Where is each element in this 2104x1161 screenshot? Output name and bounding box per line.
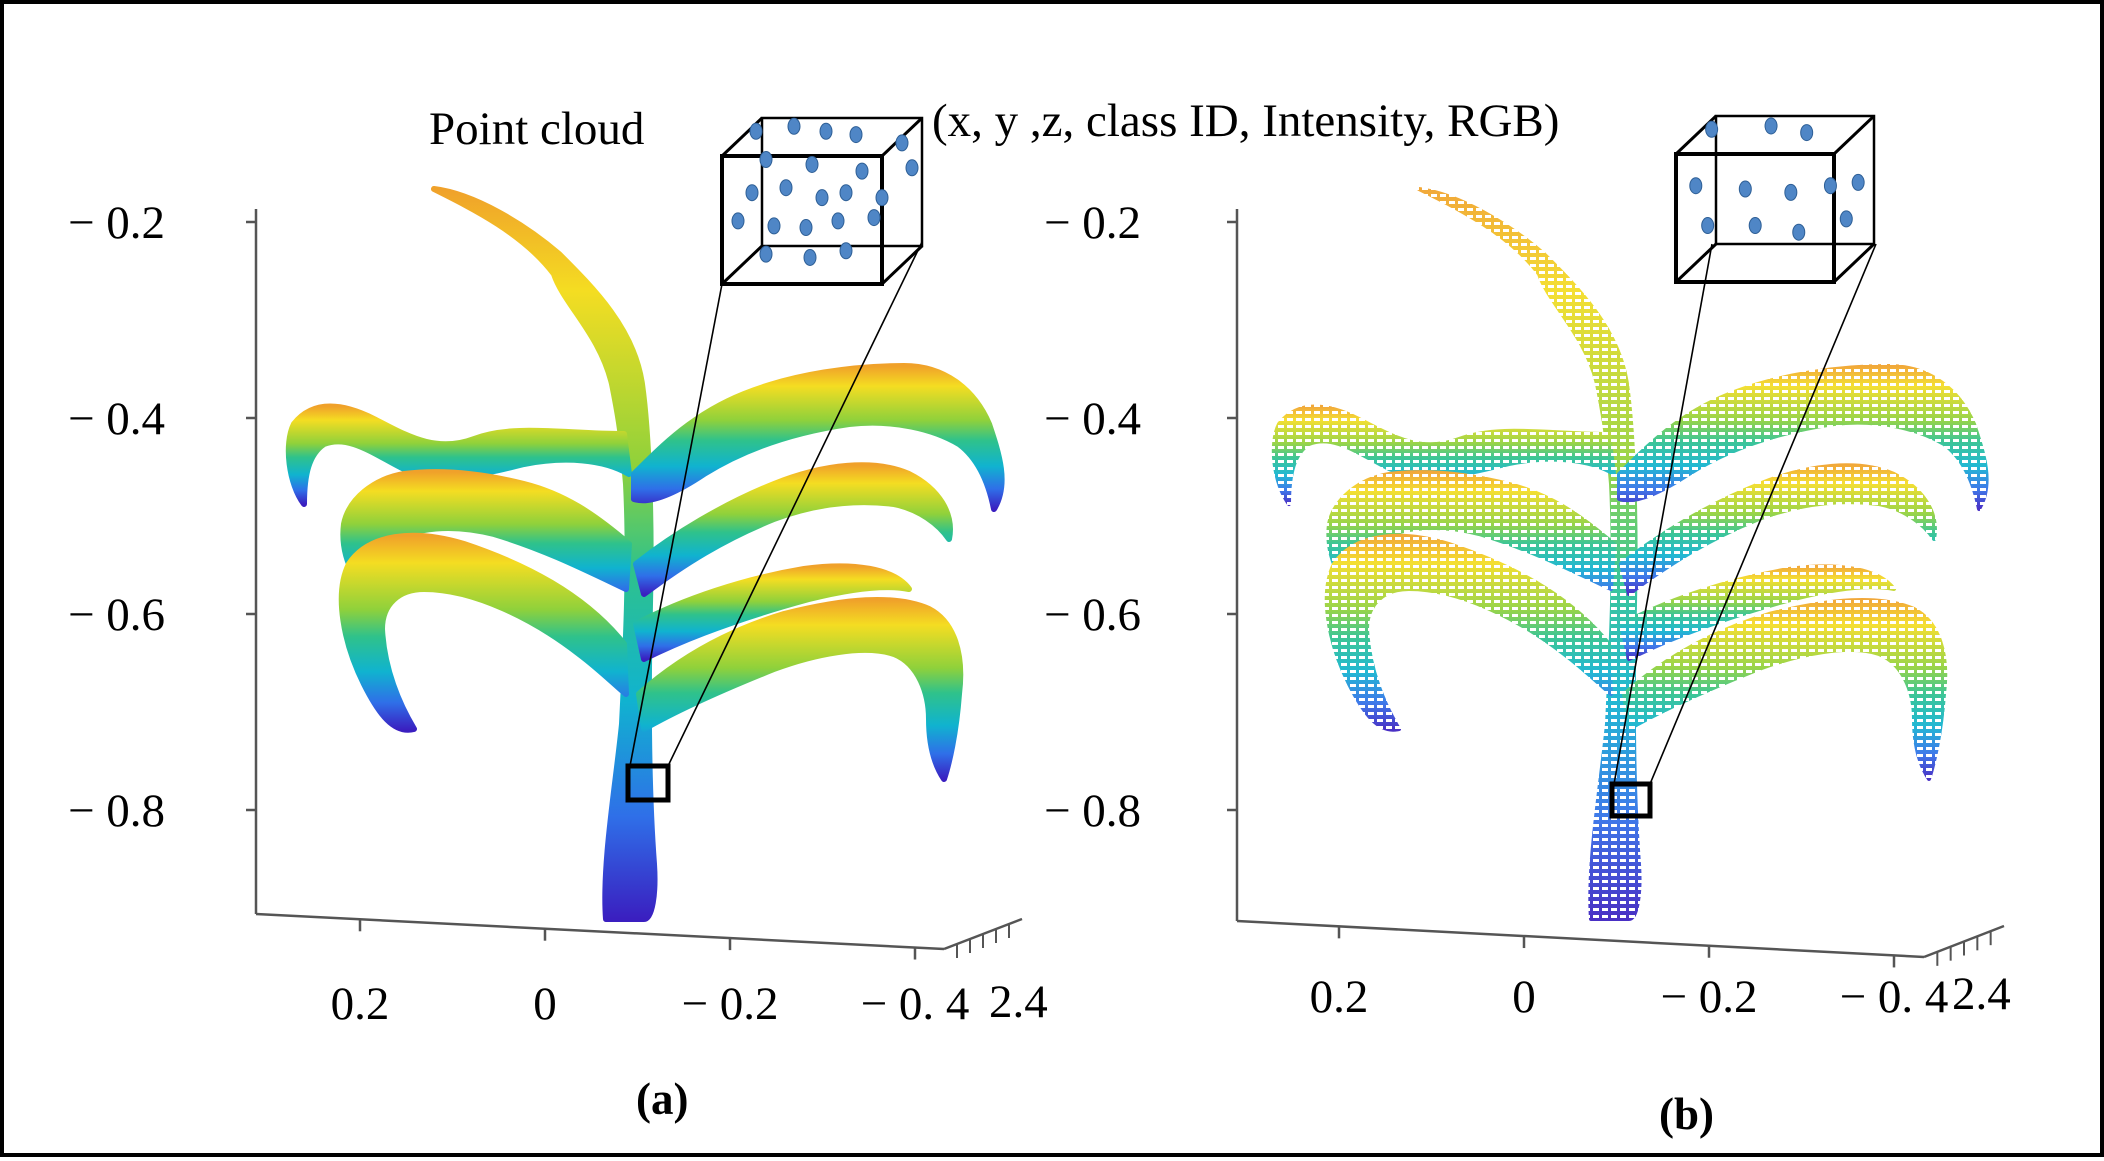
panel-label-a: (a) [636, 1074, 688, 1124]
point-dot [759, 245, 773, 263]
point-dot [815, 189, 829, 207]
z-tick-label: − 0.8 [1044, 785, 1141, 837]
dense-plant-segment [636, 596, 964, 782]
point-dot [1748, 217, 1762, 235]
panel-b: − 0.2 − 0.4 − 0.6 − 0.8 0.2 0 − 0.2 − 0. 4 2.4… [1044, 187, 2011, 1139]
point-dot [759, 151, 773, 168]
voxel-cube-b [1674, 114, 1876, 284]
point-cloud-sparse [1271, 187, 1989, 921]
sparse-plant-segment [1619, 564, 1896, 661]
point-dot [767, 217, 781, 235]
y-tick-label-b: 2.4 [1952, 968, 2011, 1020]
zoom-region-box-a [625, 763, 671, 803]
point-dot [1738, 180, 1752, 198]
x-tick-label: 0 [533, 978, 557, 1030]
sparse-plant-segment [1619, 463, 1937, 596]
point-dot [1851, 173, 1865, 191]
point-dot [1800, 124, 1814, 142]
point-cloud-dense [285, 186, 1005, 922]
point-dot [1784, 183, 1798, 201]
point-dot [731, 212, 745, 230]
z-axis-ticks-a: − 0.2 − 0.4 − 0.6 − 0.8 [68, 197, 256, 837]
z-tick-label: − 0.2 [1044, 197, 1141, 249]
point-dot [787, 117, 801, 135]
point-dot [1839, 210, 1853, 228]
dense-plant-segment [633, 462, 953, 597]
point-dot [1701, 217, 1715, 235]
dense-plant-segment [338, 532, 629, 733]
x-tick-label: − 0. 4 [1840, 971, 1949, 1023]
x-tick-label: 0.2 [331, 978, 390, 1030]
attributes-label: (x, y ,z, class ID, Intensity, RGB) [932, 95, 1559, 147]
zoom-callout-a [625, 116, 924, 803]
z-tick-label: − 0.4 [1044, 393, 1141, 445]
point-dot [839, 184, 853, 202]
sparse-plant-segment [1324, 533, 1613, 732]
panel-a: − 0.2 − 0.4 − 0.6 − 0.8 0.2 0 − 0.2 − 0. 4 2.4… [68, 186, 1048, 1124]
point-cloud-label: Point cloud [429, 103, 644, 155]
point-dot [1823, 177, 1837, 195]
dense-plant-segment [285, 403, 632, 507]
dense-plant-segment [631, 363, 1005, 512]
point-dot [1705, 120, 1719, 138]
point-dot [805, 155, 819, 173]
sparse-plant-segment [1622, 597, 1948, 781]
x-tick-label: − 0. 4 [861, 978, 970, 1030]
point-dot [855, 162, 869, 180]
point-dot [895, 134, 909, 152]
point-dot [1764, 117, 1778, 135]
point-dot [831, 212, 845, 230]
x-tick-label: − 0.2 [1660, 971, 1757, 1023]
z-tick-label: − 0.8 [68, 785, 165, 837]
zoom-callout-b [1609, 114, 1877, 819]
x-tick-label: 0 [1512, 971, 1536, 1023]
figure-canvas: Point cloud (x, y ,z, class ID, Intensit… [68, 95, 2011, 1139]
x-axis-ticks-a: 0.2 0 − 0.2 − 0. 4 [331, 919, 1010, 1030]
panel-label-b: (b) [1659, 1089, 1714, 1139]
point-dot [749, 122, 763, 140]
sparse-plant-segment [1617, 364, 1989, 511]
z-tick-label: − 0.2 [68, 197, 165, 249]
zoom-region-box-b [1609, 781, 1653, 819]
z-tick-label: − 0.4 [68, 393, 165, 445]
z-axis-ticks-b: − 0.2 − 0.4 − 0.6 − 0.8 [1044, 197, 1237, 837]
point-dot [799, 219, 813, 237]
point-dot [849, 126, 863, 144]
voxel-cube-a [720, 116, 924, 286]
x-tick-label: 0.2 [1310, 971, 1369, 1023]
point-dot [779, 179, 793, 197]
point-dot [1689, 177, 1703, 195]
y-tick-label-a: 2.4 [989, 976, 1048, 1028]
z-tick-label: − 0.6 [1044, 589, 1141, 641]
point-dot [745, 184, 759, 202]
point-dot [875, 189, 889, 207]
point-dot [867, 209, 881, 227]
point-dot [1792, 223, 1806, 241]
dense-plant-segment [633, 563, 912, 662]
sparse-plant-segment [1271, 404, 1616, 506]
point-dot [819, 122, 833, 140]
point-dot [905, 159, 919, 177]
z-tick-label: − 0.6 [68, 589, 165, 641]
x-tick-label: − 0.2 [681, 978, 778, 1030]
x-axis-ticks-b: 0.2 0 − 0.2 − 0. 4 [1310, 926, 1992, 1023]
point-dot [803, 248, 817, 266]
point-dot [839, 242, 853, 260]
